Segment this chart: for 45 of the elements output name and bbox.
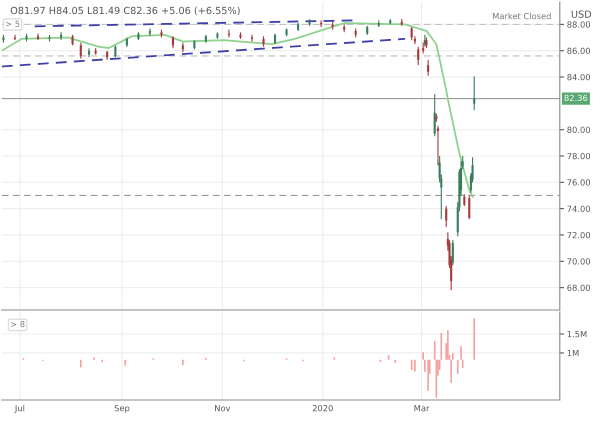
y-tick-label: 88.00 <box>567 21 590 28</box>
candlestick <box>452 240 454 266</box>
y-tick-label: 74.00 <box>567 206 590 212</box>
y-tick-label: 70.00 <box>567 258 590 265</box>
x-tick-label: Sep <box>114 405 130 413</box>
y-tick-label: 84.00 <box>567 74 590 80</box>
candlestick <box>114 44 116 58</box>
y-tick-label: 86.00 <box>567 48 590 54</box>
candlestick <box>468 194 470 220</box>
y-tick-label: 76.00 <box>567 179 590 186</box>
y-tick-label: 78.00 <box>567 152 590 160</box>
y-tick-label: 1.5M <box>568 331 586 338</box>
candlestick <box>106 50 108 60</box>
y-tick-label: 68.00 <box>567 284 590 291</box>
candlestick <box>126 36 128 48</box>
candlestick <box>172 36 174 49</box>
candlestick <box>473 76 476 111</box>
line-series <box>2 22 474 198</box>
y-tick-label: 72.00 <box>567 232 590 238</box>
y-axis-title: USD <box>572 10 592 18</box>
annotation: > 8 <box>11 320 25 328</box>
y-tick-label: 80.00 <box>567 126 590 133</box>
candlestick <box>193 40 196 50</box>
y-tick-label: 1M <box>568 350 578 356</box>
ref-line-label: 82.36 <box>564 94 588 102</box>
candlestick <box>427 59 430 76</box>
candlestick <box>182 42 184 53</box>
x-tick-label: Jul <box>14 404 24 413</box>
x-tick-label: 2020 <box>312 405 333 412</box>
annotation: > 5 <box>6 20 20 27</box>
candlestick <box>417 46 420 66</box>
candlestick <box>445 205 448 228</box>
candlestick <box>425 36 428 49</box>
annotation: Market Closed <box>492 12 551 20</box>
candlestick <box>366 25 368 36</box>
candlestick <box>72 34 74 46</box>
candlestick <box>422 42 424 54</box>
candlestick <box>354 28 357 38</box>
x-tick-label: Nov <box>215 405 230 412</box>
candlestick <box>410 26 413 41</box>
candlestick <box>274 33 276 45</box>
x-tick-label: Mar <box>414 405 430 412</box>
candlestick <box>80 42 82 60</box>
candlestick <box>88 48 90 58</box>
chart-subtitle: O81.97 H84.05 L81.49 C82.36 +5.06 (+6.55%) <box>10 6 240 16</box>
